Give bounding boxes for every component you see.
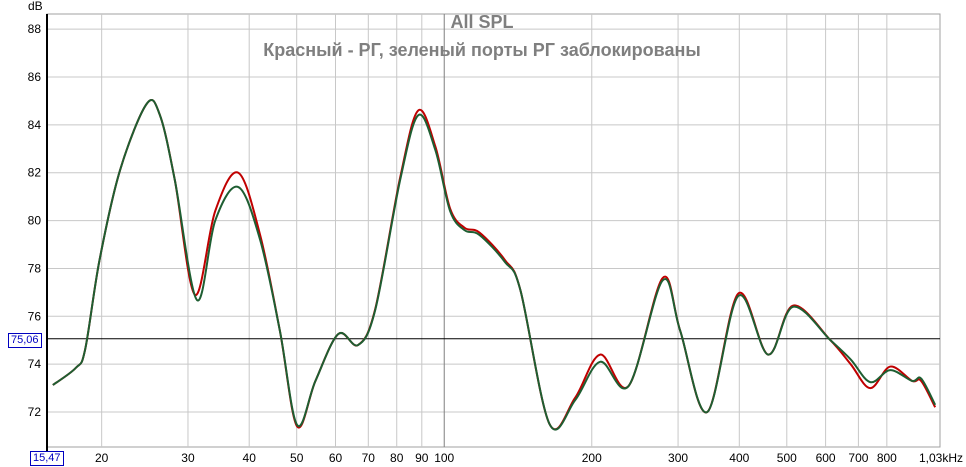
cursor-y-readout[interactable]: 75,06 — [8, 333, 42, 348]
tick-labels: 72 74 76 78 80 82 84 86 88 20 30 40 50 60 70 80 90 100 200… — [28, 22, 898, 465]
x-end-label: 1,03kHz — [919, 451, 963, 465]
y-tick-label: 86 — [28, 70, 42, 84]
x-tick-label: 70 — [362, 451, 376, 465]
x-tick-label: 500 — [777, 451, 797, 465]
series-line-green — [52, 99, 937, 431]
x-tick-label: 30 — [181, 451, 195, 465]
chart-subtitle: Красный - РГ, зеленый порты РГ заблокиро… — [263, 40, 700, 60]
chart-title: All SPL — [450, 12, 513, 32]
plot-area — [46, 13, 941, 448]
y-tick-label: 76 — [28, 309, 42, 323]
y-tick-label: 74 — [28, 357, 42, 371]
x-tick-label: 700 — [848, 451, 868, 465]
x-tick-label: 40 — [243, 451, 257, 465]
x-tick-label: 60 — [329, 451, 343, 465]
x-tick-label: 800 — [877, 451, 897, 465]
y-tick-label: 78 — [28, 261, 42, 275]
x-tick-label: 400 — [729, 451, 749, 465]
y-tick-label: 80 — [28, 214, 42, 228]
x-tick-label: 80 — [390, 451, 404, 465]
series-group — [52, 99, 937, 431]
y-tick-label: 72 — [28, 405, 42, 419]
cursor-x-readout[interactable]: 15,47 — [30, 451, 64, 466]
grid — [46, 13, 941, 453]
x-tick-label: 300 — [668, 451, 688, 465]
y-tick-label: 84 — [28, 118, 42, 132]
x-tick-label: 200 — [582, 451, 602, 465]
y-axis-label: dB — [28, 0, 43, 13]
x-tick-label: 90 — [415, 451, 429, 465]
x-tick-label: 600 — [816, 451, 836, 465]
y-tick-label: 88 — [28, 22, 42, 36]
x-tick-label: 50 — [290, 451, 304, 465]
x-tick-label: 100 — [434, 451, 454, 465]
x-tick-label: 20 — [95, 451, 109, 465]
y-tick-label: 82 — [28, 166, 42, 180]
